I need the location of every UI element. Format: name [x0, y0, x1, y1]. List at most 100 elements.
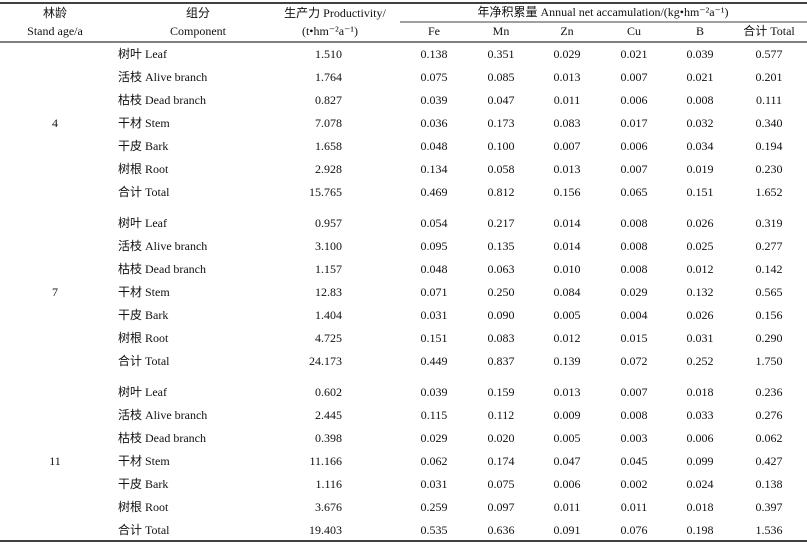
value-cell: 0.065 — [621, 185, 648, 199]
header-cell: Fe — [428, 24, 440, 38]
value-cell: 0.024 — [687, 477, 714, 491]
value-cell: 0.006 — [621, 93, 648, 107]
value-cell: 0.015 — [621, 331, 648, 345]
value-cell: 0.099 — [687, 454, 714, 468]
value-cell: 0.026 — [687, 216, 714, 230]
value-cell: 0.029 — [554, 47, 581, 61]
value-cell: 0.565 — [756, 285, 783, 299]
value-cell: 0.058 — [488, 162, 515, 176]
value-cell: 0.029 — [621, 285, 648, 299]
value-cell: 0.039 — [421, 385, 448, 399]
value-cell: 0.174 — [488, 454, 515, 468]
header-cell: 林龄 — [43, 6, 67, 20]
value-cell: 0.115 — [421, 408, 448, 422]
value-cell: 0.151 — [421, 331, 448, 345]
value-cell: 0.014 — [554, 216, 581, 230]
value-cell: 0.006 — [687, 431, 714, 445]
value-cell: 0.469 — [421, 185, 448, 199]
header-cell: Stand age/a — [27, 24, 83, 38]
component-cell: 树根 Root — [118, 499, 169, 514]
value-cell: 0.095 — [421, 239, 448, 253]
component-cell: 活枝 Alive branch — [118, 69, 207, 84]
value-cell: 0.277 — [756, 239, 783, 253]
value-cell: 0.013 — [554, 385, 581, 399]
value-cell: 0.276 — [756, 408, 783, 422]
value-cell: 0.005 — [554, 431, 581, 445]
value-cell: 0.351 — [488, 47, 515, 61]
productivity-cell: 1.510 — [315, 47, 342, 61]
value-cell: 0.138 — [756, 477, 783, 491]
component-cell: 枯枝 Dead branch — [118, 261, 206, 276]
value-cell: 0.250 — [488, 285, 515, 299]
value-cell: 0.025 — [687, 239, 714, 253]
value-cell: 0.012 — [554, 331, 581, 345]
value-cell: 0.039 — [687, 47, 714, 61]
component-cell: 干材 Stem — [118, 116, 170, 130]
value-cell: 0.048 — [421, 139, 448, 153]
header-cell: 合计 Total — [743, 23, 795, 38]
value-cell: 0.021 — [687, 70, 714, 84]
component-cell: 干材 Stem — [118, 285, 170, 299]
value-cell: 0.111 — [756, 93, 782, 107]
value-cell: 0.031 — [421, 477, 448, 491]
value-cell: 0.091 — [554, 523, 581, 537]
value-cell: 0.047 — [488, 93, 515, 107]
value-cell: 0.012 — [687, 262, 714, 276]
value-cell: 0.290 — [756, 331, 783, 345]
value-cell: 0.076 — [621, 523, 648, 537]
value-cell: 0.252 — [687, 354, 714, 368]
header-cell: (t•hm⁻²a⁻¹) — [302, 24, 358, 38]
component-cell: 干皮 Bark — [118, 477, 168, 491]
component-cell: 干材 Stem — [118, 454, 170, 468]
productivity-cell: 2.445 — [315, 408, 342, 422]
value-cell: 0.020 — [488, 431, 515, 445]
value-cell: 0.075 — [421, 70, 448, 84]
component-cell: 树叶 Leaf — [118, 46, 167, 61]
productivity-cell: 19.403 — [309, 523, 342, 537]
value-cell: 0.047 — [554, 454, 581, 468]
value-cell: 0.132 — [687, 285, 714, 299]
value-cell: 0.135 — [488, 239, 515, 253]
value-cell: 0.018 — [687, 385, 714, 399]
value-cell: 0.005 — [554, 308, 581, 322]
value-cell: 0.100 — [488, 139, 515, 153]
component-cell: 活枝 Alive branch — [118, 407, 207, 422]
value-cell: 0.139 — [554, 354, 581, 368]
value-cell: 0.427 — [756, 454, 783, 468]
value-cell: 0.112 — [488, 408, 515, 422]
value-cell: 0.090 — [488, 308, 515, 322]
value-cell: 0.011 — [621, 500, 648, 514]
productivity-cell: 3.100 — [315, 239, 342, 253]
value-cell: 0.259 — [421, 500, 448, 514]
value-cell: 0.017 — [621, 116, 648, 130]
value-cell: 0.812 — [488, 185, 515, 199]
value-cell: 0.008 — [621, 239, 648, 253]
component-cell: 干皮 Bark — [118, 139, 168, 153]
value-cell: 0.008 — [621, 216, 648, 230]
header-cell: Component — [170, 24, 227, 38]
value-cell: 0.039 — [421, 93, 448, 107]
age-cell: 4 — [52, 116, 58, 130]
value-cell: 0.062 — [421, 454, 448, 468]
value-cell: 0.033 — [687, 408, 714, 422]
value-cell: 0.008 — [621, 408, 648, 422]
value-cell: 0.071 — [421, 285, 448, 299]
value-cell: 0.003 — [621, 431, 648, 445]
header-cell: 年净积累量 Annual net accamulation/(kg•hm⁻²a⁻… — [477, 5, 728, 19]
value-cell: 0.142 — [756, 262, 783, 276]
productivity-cell: 15.765 — [309, 185, 342, 199]
component-cell: 枯枝 Dead branch — [118, 92, 206, 107]
value-cell: 0.007 — [621, 70, 648, 84]
productivity-cell: 11.166 — [309, 454, 342, 468]
header-cell: 组分 — [186, 6, 210, 20]
value-cell: 0.014 — [554, 239, 581, 253]
value-cell: 0.029 — [421, 431, 448, 445]
value-cell: 0.002 — [621, 477, 648, 491]
value-cell: 0.011 — [554, 500, 581, 514]
productivity-cell: 4.725 — [315, 331, 342, 345]
value-cell: 0.062 — [756, 431, 783, 445]
value-cell: 0.319 — [756, 216, 783, 230]
value-cell: 0.009 — [554, 408, 581, 422]
value-cell: 0.006 — [554, 477, 581, 491]
